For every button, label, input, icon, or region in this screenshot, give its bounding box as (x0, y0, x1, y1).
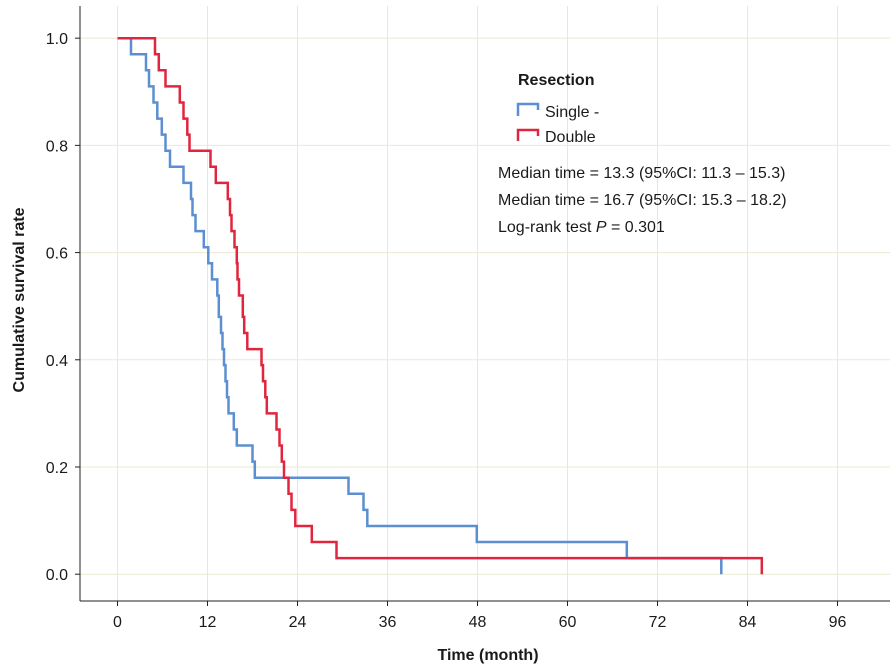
x-tick-label: 24 (289, 614, 307, 631)
logrank-p-symbol: P (596, 219, 607, 236)
axes-layer: 0 12 24 36 48 60 72 84 96 0.0 0.2 0.4 0.6 0.8 1.0 (46, 6, 890, 631)
x-tick-label: 60 (559, 614, 577, 631)
x-tick-label: 36 (379, 614, 397, 631)
y-tick-label: 0.6 (46, 246, 68, 263)
legend-title: Resection (518, 72, 594, 89)
median-time-single-annotation: Median time = 13.3 (95%CI: 11.3 – 15.3) (498, 165, 785, 182)
x-tick-label: 12 (199, 614, 217, 631)
median-time-double-annotation: Median time = 16.7 (95%CI: 15.3 – 18.2) (498, 192, 787, 209)
logrank-suffix: = 0.301 (607, 219, 665, 236)
x-tick-label: 48 (469, 614, 487, 631)
y-tick-label: 0.8 (46, 138, 68, 155)
legend-swatch-double (516, 128, 540, 141)
y-tick-label: 0.0 (46, 567, 68, 584)
y-tick-label: 0.4 (46, 353, 68, 370)
x-tick-label: 84 (739, 614, 757, 631)
x-axis-title: Time (month) (437, 647, 538, 664)
y-tick-label: 0.2 (46, 460, 68, 477)
legend-swatch-single (516, 102, 540, 116)
series-layer (117, 36, 764, 575)
series-line-double (117, 36, 764, 575)
legend-label-single: Single - (545, 104, 599, 121)
logrank-annotation: Log-rank test P = 0.301 (498, 219, 665, 236)
grid-layer (80, 6, 890, 601)
y-tick-label: 1.0 (46, 31, 68, 48)
x-tick-label: 96 (829, 614, 847, 631)
x-tick-label: 72 (649, 614, 667, 631)
legend: Resection Single - Double (516, 72, 599, 146)
series-line-single (117, 36, 723, 575)
logrank-prefix: Log-rank test (498, 219, 596, 236)
x-tick-label: 0 (113, 614, 122, 631)
y-axis-title: Cumulative survival rate (11, 207, 28, 392)
legend-label-double: Double (545, 129, 596, 146)
